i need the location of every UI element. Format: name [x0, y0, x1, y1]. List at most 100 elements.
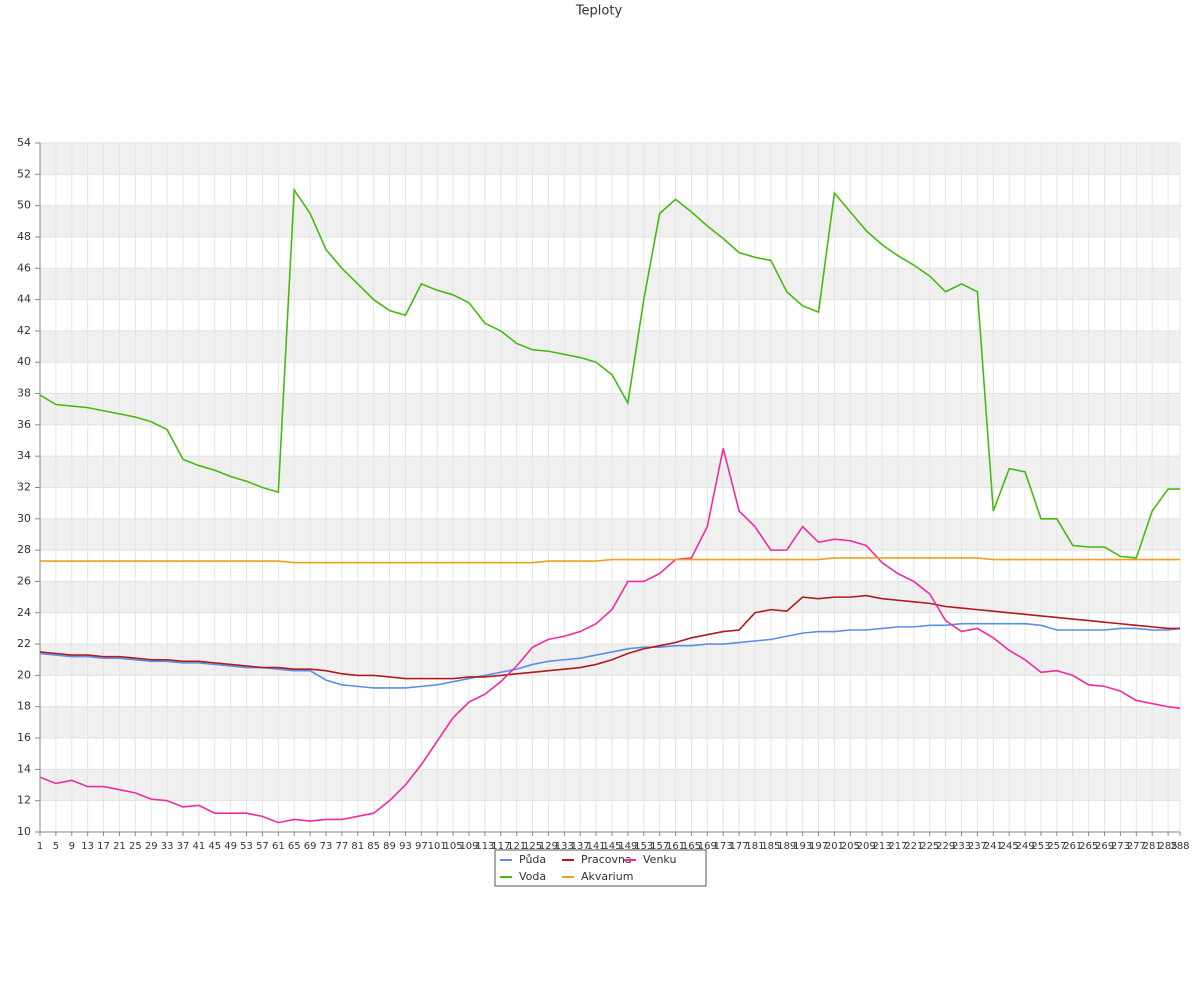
y-tick-label: 16: [17, 731, 31, 744]
x-tick-label: 181: [745, 841, 764, 852]
x-tick-label: 169: [698, 841, 717, 852]
x-tick-label: 177: [730, 841, 749, 852]
legend-box: [494, 849, 707, 887]
y-tick-label: 26: [17, 574, 31, 587]
x-tick-label: 241: [984, 841, 1003, 852]
x-tick-label: 193: [793, 841, 812, 852]
x-tick-label: 185: [761, 841, 780, 852]
y-tick-label: 42: [17, 324, 31, 337]
x-tick-label: 141: [587, 841, 606, 852]
series-line: [40, 557, 1180, 564]
y-tick-label: 18: [17, 700, 31, 713]
y-tick-label: 54: [17, 136, 31, 149]
grid-band: [40, 518, 1180, 551]
x-tick-label: 153: [634, 841, 653, 852]
grid-band: [40, 706, 1180, 739]
grid-band: [40, 205, 1180, 237]
x-tick-label: 277: [1127, 841, 1146, 852]
x-tick-label: 285: [1159, 841, 1178, 852]
y-tick-label: 14: [17, 762, 31, 775]
x-tick-label: 161: [666, 841, 685, 852]
x-tick-label: 273: [1111, 841, 1130, 852]
legend-label: Akvarium: [581, 870, 633, 883]
legend-label: Půda: [519, 853, 546, 866]
y-tick-label: 48: [17, 230, 31, 243]
x-tick-label: 245: [1000, 841, 1019, 852]
x-tick-label: 49: [224, 841, 237, 852]
x-tick-label: 109: [459, 841, 478, 852]
grid-band: [40, 393, 1180, 425]
x-tick-label: 261: [1063, 841, 1082, 852]
series-line: [39, 622, 1181, 689]
x-tick-label: 1: [37, 841, 43, 852]
x-tick-label: 281: [1143, 841, 1162, 852]
x-tick-label: 61: [272, 841, 285, 852]
x-tick-label: 149: [618, 841, 637, 852]
y-tick-label: 46: [17, 261, 31, 274]
x-tick-label: 37: [177, 841, 190, 852]
grid-band: [40, 143, 1180, 175]
grid-band: [40, 769, 1180, 801]
y-tick-label: 44: [17, 293, 31, 306]
y-tick-label: 32: [17, 481, 31, 494]
y-tick-label: 50: [17, 199, 31, 212]
series-line: [39, 187, 1180, 559]
x-tick-label: 69: [304, 841, 317, 852]
x-tick-label: 145: [602, 841, 621, 852]
x-tick-label: 221: [904, 841, 923, 852]
x-tick-label: 33: [161, 841, 174, 852]
x-tick-label: 205: [841, 841, 860, 852]
x-tick-label: 105: [444, 841, 463, 852]
x-tick-label: 129: [539, 841, 558, 852]
x-tick-label: 165: [682, 841, 701, 852]
x-tick-label: 173: [714, 841, 733, 852]
x-tick-label: 265: [1079, 841, 1098, 852]
x-tick-label: 53: [240, 841, 253, 852]
x-tick-label: 29: [145, 841, 158, 852]
x-tick-label: 249: [1016, 841, 1035, 852]
grid-band: [40, 268, 1180, 300]
x-tick-label: 213: [873, 841, 892, 852]
legend-label: Voda: [519, 870, 546, 883]
x-tick-label: 225: [920, 841, 939, 852]
x-tick-label: 253: [1031, 841, 1050, 852]
x-tick-label: 45: [208, 841, 221, 852]
x-tick-label: 97: [415, 841, 428, 852]
y-tick-label: 10: [17, 825, 31, 838]
x-tick-label: 237: [968, 841, 987, 852]
x-tick-label: 233: [952, 841, 971, 852]
x-tick-label: 257: [1047, 841, 1066, 852]
x-tick-label: 288: [1170, 841, 1189, 852]
grid-band: [40, 581, 1180, 613]
x-tick-label: 41: [193, 841, 206, 852]
x-tick-label: 89: [383, 841, 396, 852]
legend-label: Pracovna: [581, 853, 632, 866]
x-tick-label: 57: [256, 841, 269, 852]
grid-band: [40, 330, 1180, 363]
x-tick-label: 13: [81, 841, 94, 852]
x-tick-label: 229: [936, 841, 955, 852]
x-tick-label: 121: [507, 841, 526, 852]
x-tick-label: 25: [129, 841, 142, 852]
x-tick-label: 217: [888, 841, 907, 852]
y-tick-label: 36: [17, 418, 31, 431]
y-tick-label: 40: [17, 355, 31, 368]
x-tick-label: 125: [523, 841, 542, 852]
series-line: [39, 594, 1180, 680]
y-tick-label: 30: [17, 512, 31, 525]
x-tick-label: 85: [367, 841, 380, 852]
x-tick-label: 269: [1095, 841, 1114, 852]
y-tick-label: 22: [17, 637, 31, 650]
x-tick-label: 73: [320, 841, 333, 852]
y-tick-label: 34: [17, 449, 31, 462]
x-tick-label: 101: [428, 841, 447, 852]
x-tick-label: 209: [857, 841, 876, 852]
x-tick-label: 81: [351, 841, 364, 852]
x-tick-label: 65: [288, 841, 301, 852]
x-tick-label: 137: [571, 841, 590, 852]
y-tick-label: 12: [17, 794, 31, 807]
x-tick-label: 93: [399, 841, 412, 852]
y-tick-label: 52: [17, 167, 31, 180]
